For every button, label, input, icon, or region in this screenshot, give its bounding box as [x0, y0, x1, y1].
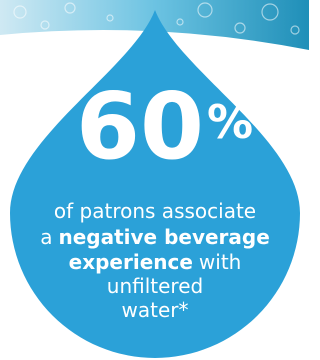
- caption-text: with: [199, 250, 241, 274]
- caption-emphasis: experience: [69, 250, 193, 274]
- caption-line: unfiltered: [107, 274, 203, 298]
- stat-number: 60: [76, 73, 204, 180]
- caption-text: a: [40, 225, 52, 249]
- stat-symbol: %: [207, 95, 253, 149]
- caption-line: water*: [122, 298, 189, 322]
- caption-emphasis: negative beverage: [58, 225, 269, 249]
- caption-line: of patrons associate: [54, 199, 256, 223]
